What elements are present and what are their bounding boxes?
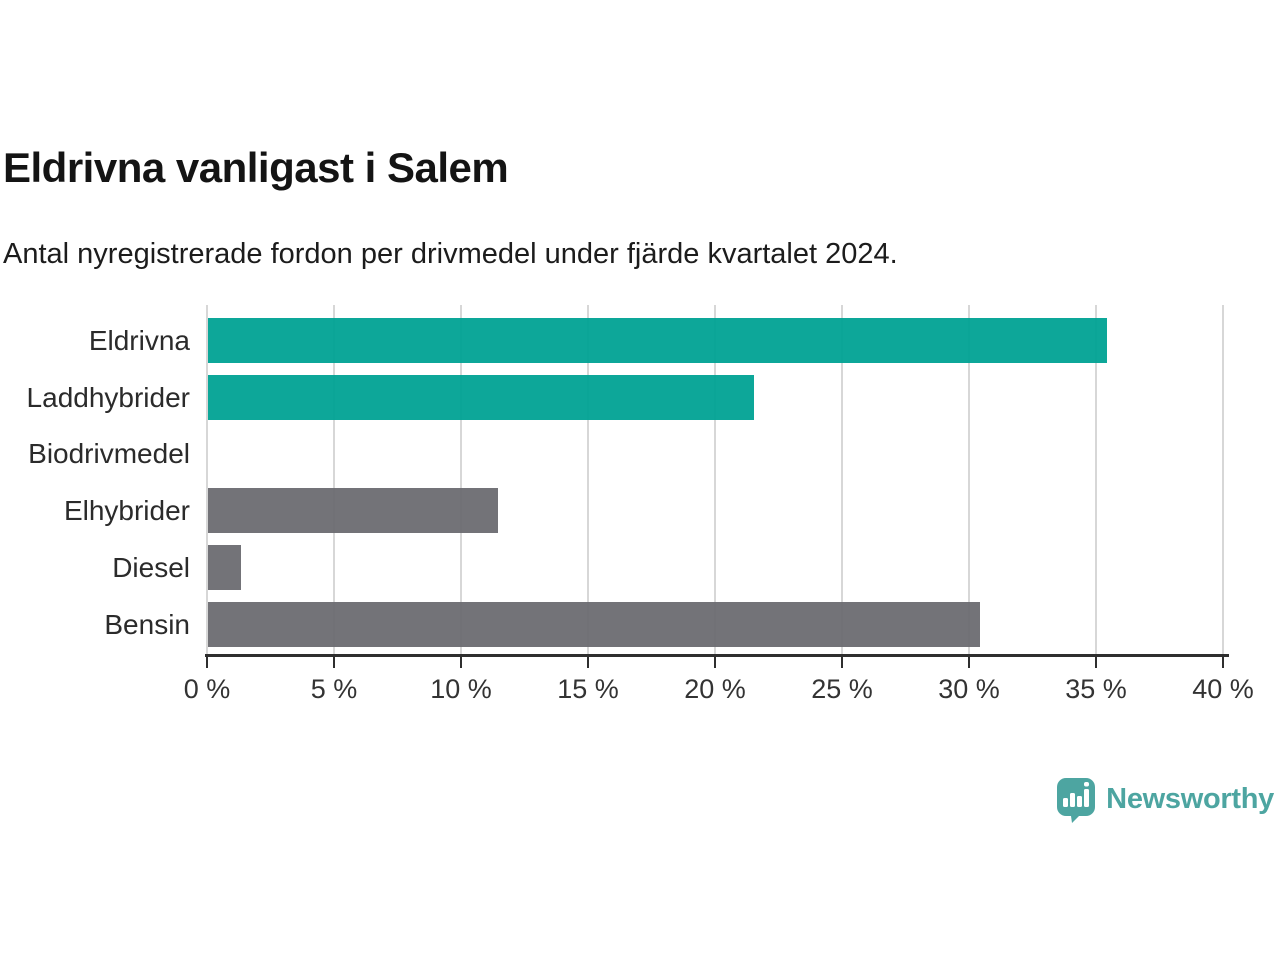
bar-elhybrider [208, 488, 498, 534]
gridline-30 [968, 305, 970, 654]
x-axis-tick-25 [841, 657, 843, 668]
x-axis-tick-15 [587, 657, 589, 668]
gridline-25 [841, 305, 843, 654]
gridline-40 [1222, 305, 1224, 654]
gridline-0 [206, 305, 208, 654]
x-axis-tick-label: 30 % [938, 674, 1000, 704]
x-axis-tick-10 [460, 657, 462, 668]
x-axis-tick-label: 10 % [430, 674, 492, 704]
x-axis-tick-20 [714, 657, 716, 668]
x-axis-tick-label: 35 % [1065, 674, 1127, 704]
category-label: Laddhybrider [26, 381, 190, 413]
plot-area: 0 % 5 % 10 % 15 % 20 % 25 % 30 % 35 % 40 % Eldriv… [27, 305, 1254, 704]
newsworthy-bubble-chart-icon [1057, 778, 1096, 823]
gridline-35 [1095, 305, 1097, 654]
newsworthy-wordmark: Newsworthy [1106, 783, 1274, 815]
gridline-5 [333, 305, 335, 654]
bar-laddhybrider [208, 374, 755, 420]
chart-title: Eldrivna vanligast i Salem [3, 144, 509, 191]
bar-diesel [208, 544, 242, 590]
category-label: Elhybrider [63, 495, 190, 527]
x-axis-line [205, 654, 1229, 657]
category-label: Eldrivna [88, 324, 190, 356]
x-axis-tick-label: 20 % [684, 674, 746, 704]
x-axis-tick-label: 40 % [1192, 674, 1254, 704]
gridline-15 [587, 305, 589, 654]
newsworthy-logo: Newsworthy [1055, 776, 1274, 823]
x-axis-tick-30 [968, 657, 970, 668]
bar-bensin [208, 601, 981, 647]
x-axis-tick-35 [1095, 657, 1097, 668]
x-axis-tick-5 [333, 657, 335, 668]
x-axis-tick-label: 25 % [811, 674, 873, 704]
category-label: Diesel [112, 551, 190, 583]
category-label: Biodrivmedel [28, 438, 190, 470]
x-axis-tick-0 [206, 657, 208, 668]
gridline-20 [714, 305, 716, 654]
x-axis-tick-label: 0 % [183, 674, 231, 704]
category-label: Bensin [104, 608, 190, 640]
x-axis-tick-label: 15 % [557, 674, 619, 704]
x-axis-tick-label: 5 % [310, 674, 358, 704]
chart-subtitle: Antal nyregistrerade fordon per drivmede… [3, 238, 898, 270]
x-axis-tick-40 [1222, 657, 1224, 668]
bar-eldrivna [208, 317, 1108, 363]
gridline-10 [460, 305, 462, 654]
